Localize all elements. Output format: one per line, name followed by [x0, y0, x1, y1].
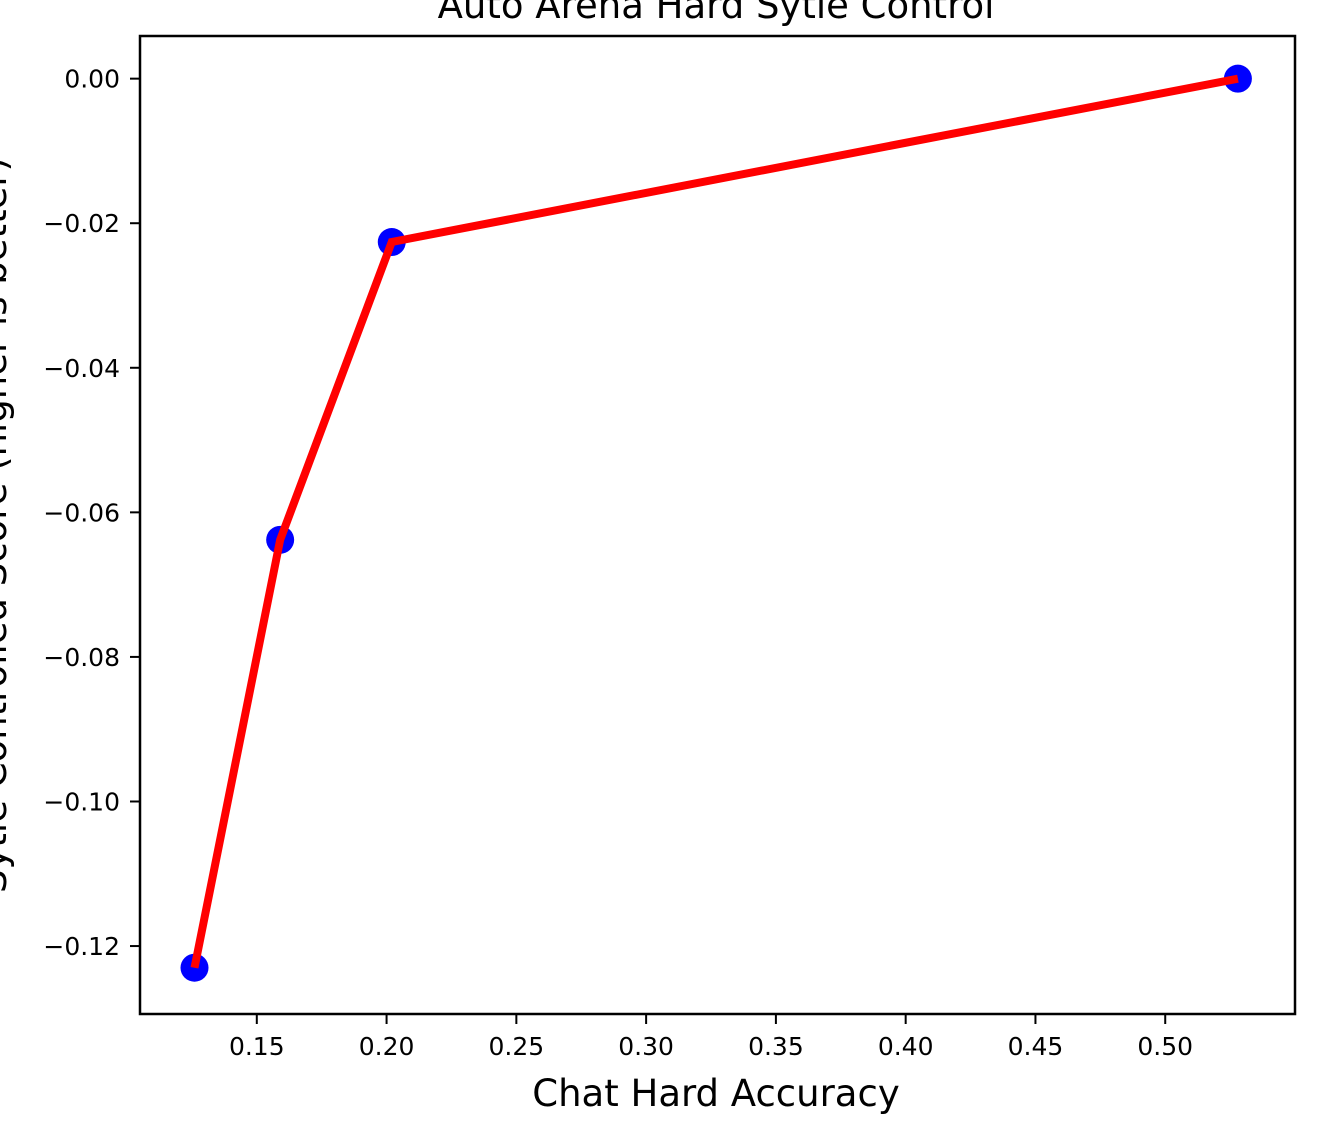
y-tick-label: −0.02 — [43, 209, 120, 238]
x-tick-label: 0.40 — [878, 1032, 934, 1061]
y-tick-label: −0.10 — [43, 787, 120, 816]
x-tick-label: 0.50 — [1137, 1032, 1193, 1061]
series-line — [190, 74, 1239, 969]
chart-title: Auto Arena Hard Sytle Control — [438, 0, 995, 27]
y-axis-label: Sytle Controlled Score (higher is better… — [0, 157, 15, 893]
x-tick-label: 0.25 — [489, 1032, 545, 1061]
x-tick-label: 0.20 — [359, 1032, 415, 1061]
y-tick-label: −0.08 — [43, 643, 120, 672]
y-axis-ticks: 0.00 −0.02 −0.04 −0.06 −0.08 −0.10 −0.12 — [43, 65, 140, 961]
x-tick-label: 0.30 — [618, 1032, 674, 1061]
y-tick-label: −0.06 — [43, 498, 120, 527]
plot-area-frame — [138, 34, 1297, 1016]
x-axis-ticks: 0.15 0.20 0.25 0.30 0.35 0.40 0.45 0.50 — [229, 1014, 1193, 1061]
x-tick-label: 0.15 — [229, 1032, 285, 1061]
series-layer — [180, 64, 1252, 982]
y-tick-label: −0.12 — [43, 932, 120, 961]
y-tick-label: −0.04 — [43, 354, 120, 383]
x-tick-label: 0.45 — [1008, 1032, 1064, 1061]
x-axis-label: Chat Hard Accuracy — [532, 1072, 899, 1115]
x-tick-label: 0.35 — [748, 1032, 804, 1061]
y-tick-label: 0.00 — [64, 65, 120, 94]
